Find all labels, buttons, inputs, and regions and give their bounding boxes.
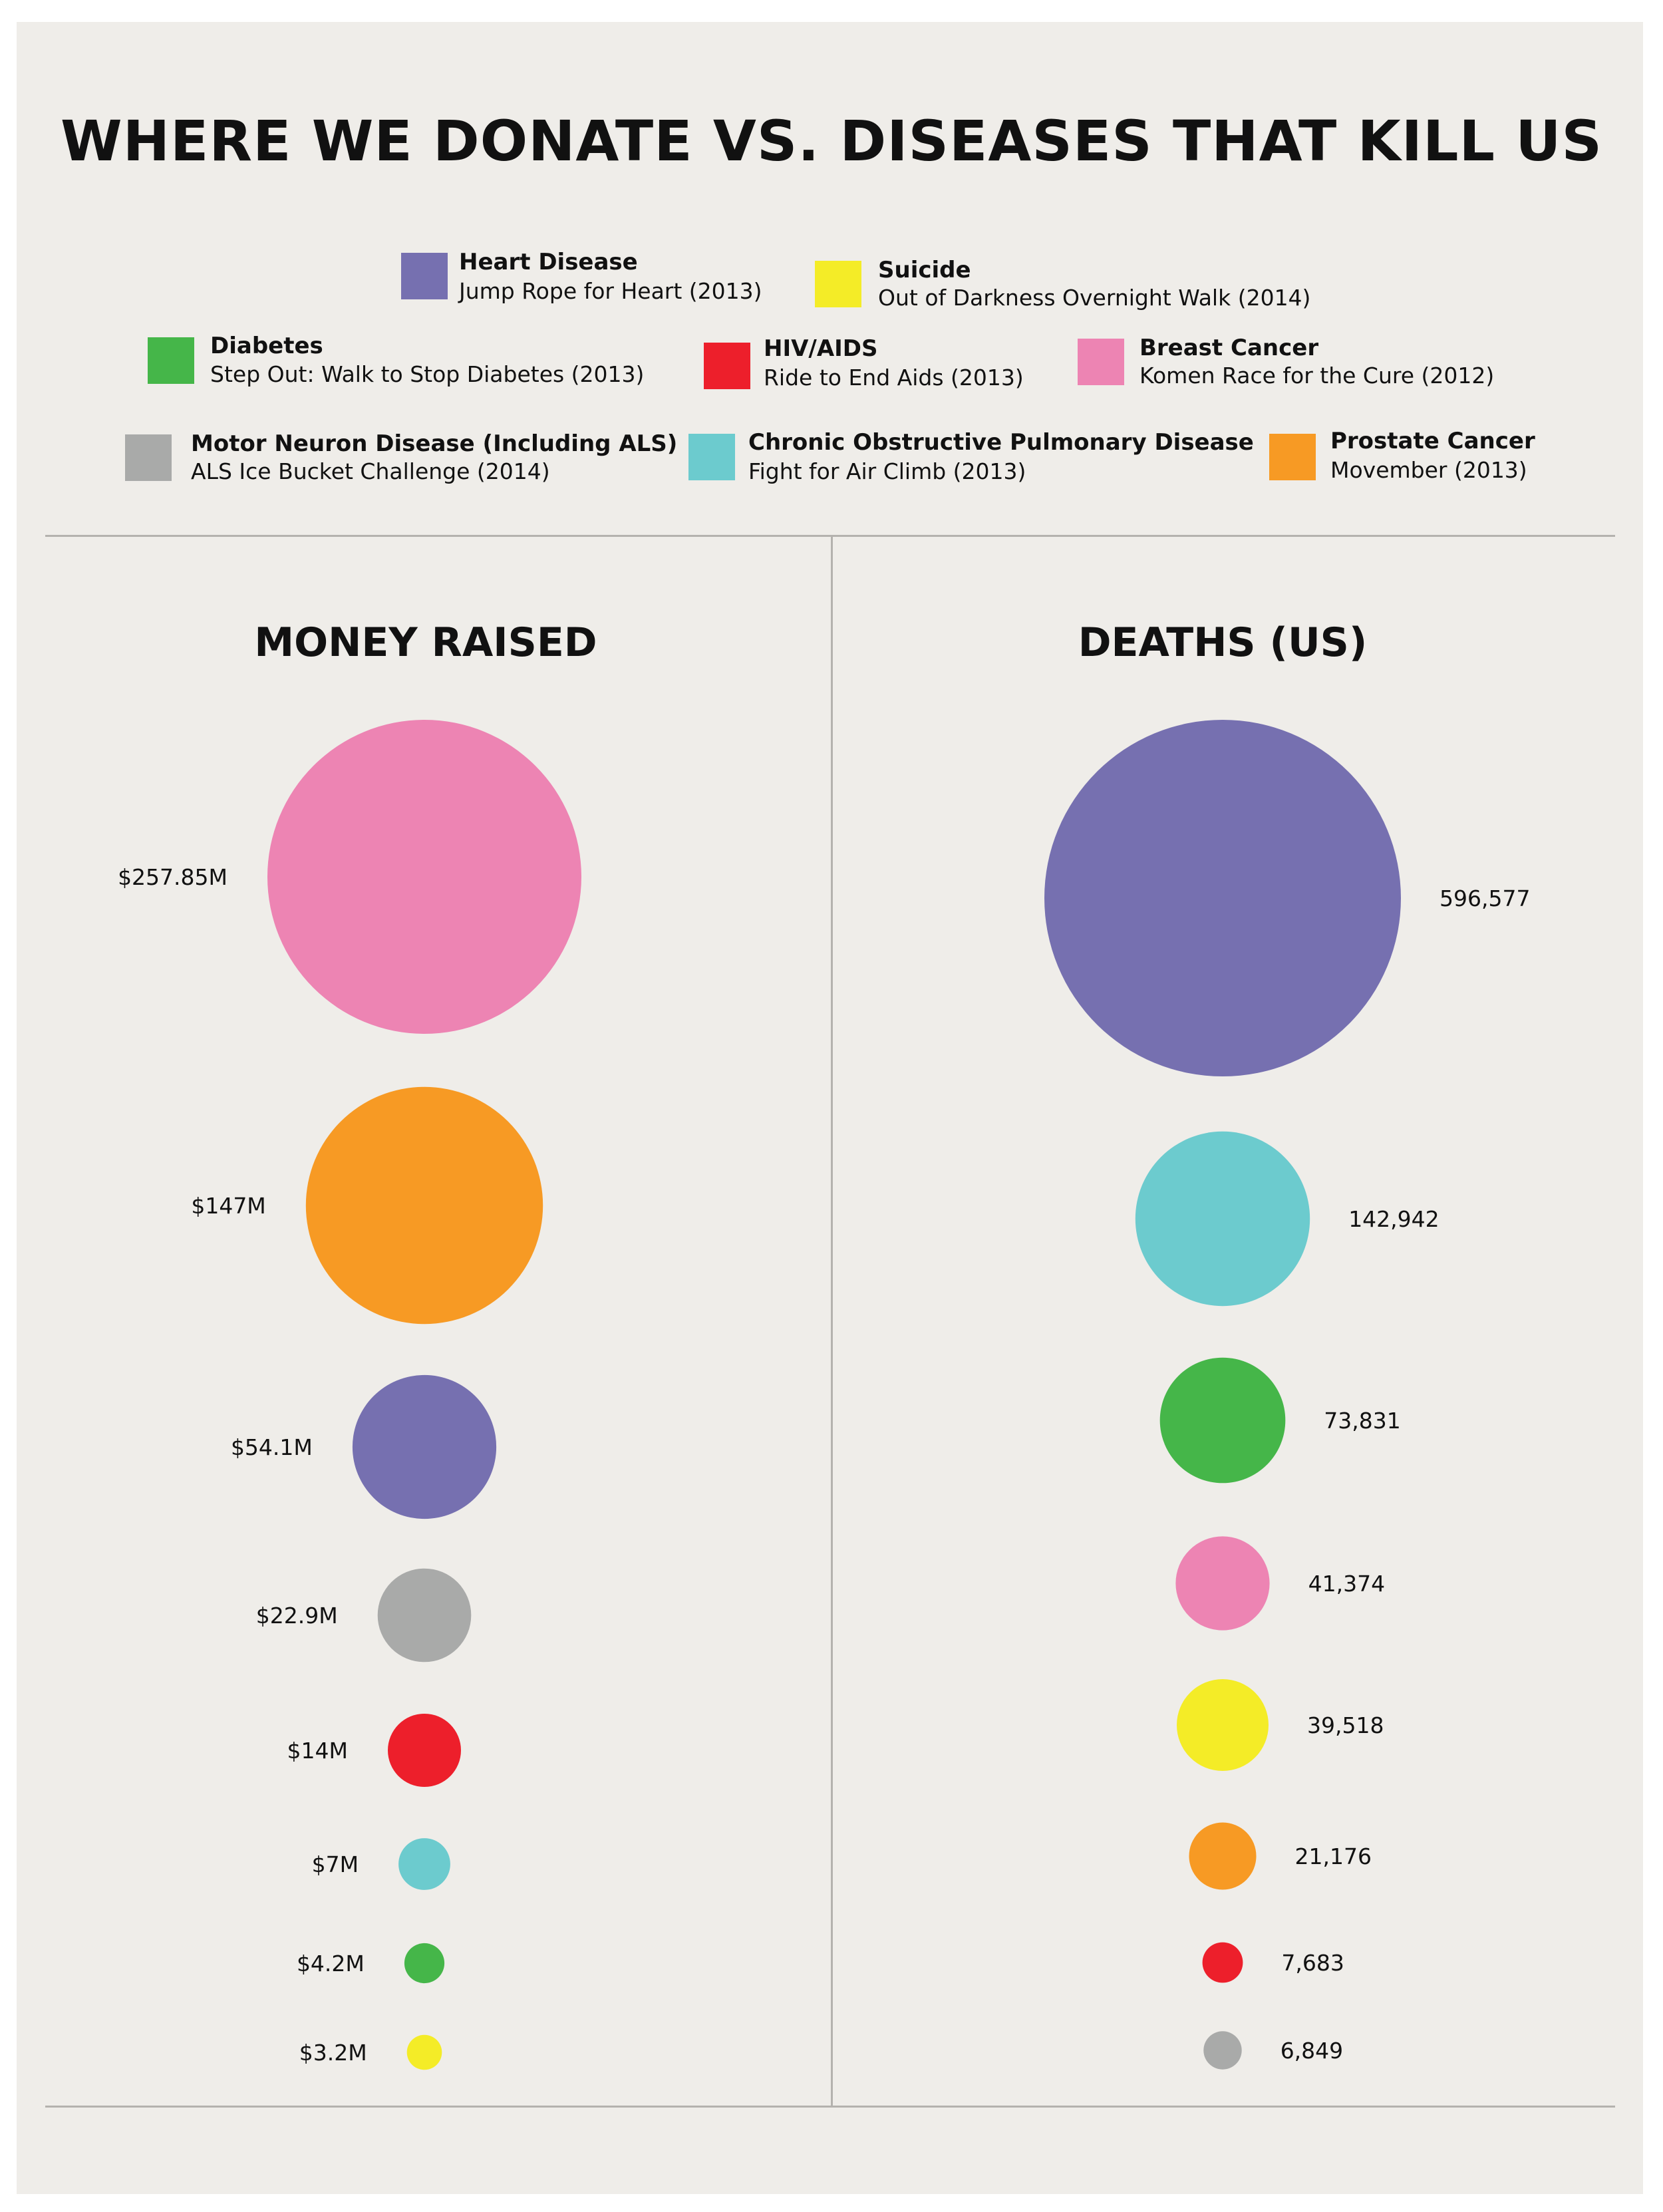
- money-bubble-motor-neuron-disease-including-als: [377, 1568, 472, 1662]
- money-label-prostate-cancer: $147M: [191, 1193, 265, 1219]
- legend-swatch-copd: [688, 434, 735, 480]
- legend-event-motor-neuron-disease: ALS Ice Bucket Challenge (2014): [191, 458, 550, 484]
- legend-label-prostate-cancer: Prostate Cancer: [1330, 428, 1535, 454]
- legend-label-diabetes: Diabetes: [210, 333, 323, 359]
- legend-swatch-prostate-cancer: [1269, 434, 1316, 480]
- money-bubble-heart-disease: [352, 1374, 497, 1519]
- legend-event-heart-disease: Jump Rope for Heart (2013): [459, 278, 762, 304]
- legend-swatch-suicide: [815, 261, 861, 307]
- legend-event-suicide: Out of Darkness Overnight Walk (2014): [878, 285, 1311, 311]
- deaths-title: DEATHS (US): [1078, 619, 1368, 666]
- top-divider: [45, 535, 1615, 537]
- legend-swatch-heart-disease: [401, 253, 448, 299]
- deaths-label-breast-cancer: 41,374: [1308, 1571, 1385, 1597]
- legend-label-breast-cancer: Breast Cancer: [1139, 335, 1319, 361]
- money-label-hiv-aids: $14M: [287, 1738, 348, 1764]
- money-bubble-breast-cancer: [267, 720, 581, 1034]
- deaths-label-chronic-obstructive-pulmonary-disease: 142,942: [1348, 1206, 1439, 1232]
- legend-label-copd: Chronic Obstructive Pulmonary Disease: [748, 429, 1254, 456]
- deaths-bubble-breast-cancer: [1175, 1536, 1270, 1631]
- deaths-label-hiv-aids: 7,683: [1281, 1950, 1344, 1976]
- money-label-breast-cancer: $257.85M: [118, 864, 227, 890]
- bottom-divider: [45, 2106, 1615, 2108]
- deaths-label-motor-neuron-disease-including-als: 6,849: [1281, 2038, 1343, 2064]
- money-bubble-suicide: [406, 2034, 442, 2070]
- money-label-chronic-obstructive-pulmonary-disease: $7M: [312, 1851, 359, 1877]
- legend-event-copd: Fight for Air Climb (2013): [748, 458, 1026, 484]
- poster-background: [17, 22, 1643, 2194]
- legend-swatch-hiv-aids: [704, 343, 750, 389]
- money-label-suicide: $3.2M: [299, 2040, 367, 2066]
- legend-event-hiv-aids: Ride to End Aids (2013): [764, 365, 1024, 391]
- money-label-heart-disease: $54.1M: [231, 1434, 313, 1460]
- center-divider: [831, 536, 833, 2106]
- deaths-bubble-diabetes: [1159, 1357, 1286, 1484]
- deaths-bubble-motor-neuron-disease-including-als: [1203, 2031, 1242, 2070]
- legend-swatch-breast-cancer: [1078, 339, 1124, 385]
- legend-label-heart-disease: Heart Disease: [459, 249, 638, 275]
- legend-label-motor-neuron-disease: Motor Neuron Disease (Including ALS): [191, 430, 678, 457]
- legend-event-prostate-cancer: Movember (2013): [1330, 457, 1527, 483]
- legend-label-hiv-aids: HIV/AIDS: [764, 335, 878, 362]
- chart-title: WHERE WE DONATE VS. DISEASES THAT KILL U…: [61, 108, 1602, 174]
- money-raised-title: MONEY RAISED: [254, 619, 597, 666]
- deaths-label-suicide: 39,518: [1307, 1712, 1384, 1738]
- legend-swatch-diabetes: [148, 337, 194, 384]
- legend-swatch-motor-neuron-disease: [125, 434, 172, 481]
- money-bubble-diabetes: [404, 1943, 445, 1984]
- deaths-bubble-hiv-aids: [1202, 1942, 1243, 1983]
- deaths-bubble-suicide: [1177, 1679, 1269, 1771]
- money-label-motor-neuron-disease-including-als: $22.9M: [256, 1603, 338, 1629]
- deaths-label-heart-disease: 596,577: [1439, 885, 1530, 911]
- money-bubble-chronic-obstructive-pulmonary-disease: [398, 1838, 450, 1890]
- money-bubble-hiv-aids: [388, 1714, 461, 1787]
- legend-label-suicide: Suicide: [878, 257, 971, 283]
- legend-event-diabetes: Step Out: Walk to Stop Diabetes (2013): [210, 361, 645, 387]
- deaths-bubble-heart-disease: [1044, 720, 1401, 1076]
- money-bubble-prostate-cancer: [305, 1086, 543, 1325]
- deaths-label-prostate-cancer: 21,176: [1295, 1843, 1372, 1869]
- deaths-bubble-chronic-obstructive-pulmonary-disease: [1135, 1131, 1310, 1307]
- deaths-label-diabetes: 73,831: [1324, 1408, 1400, 1434]
- money-label-diabetes: $4.2M: [297, 1951, 365, 1976]
- legend-event-breast-cancer: Komen Race for the Cure (2012): [1139, 363, 1495, 389]
- deaths-bubble-prostate-cancer: [1189, 1822, 1257, 1890]
